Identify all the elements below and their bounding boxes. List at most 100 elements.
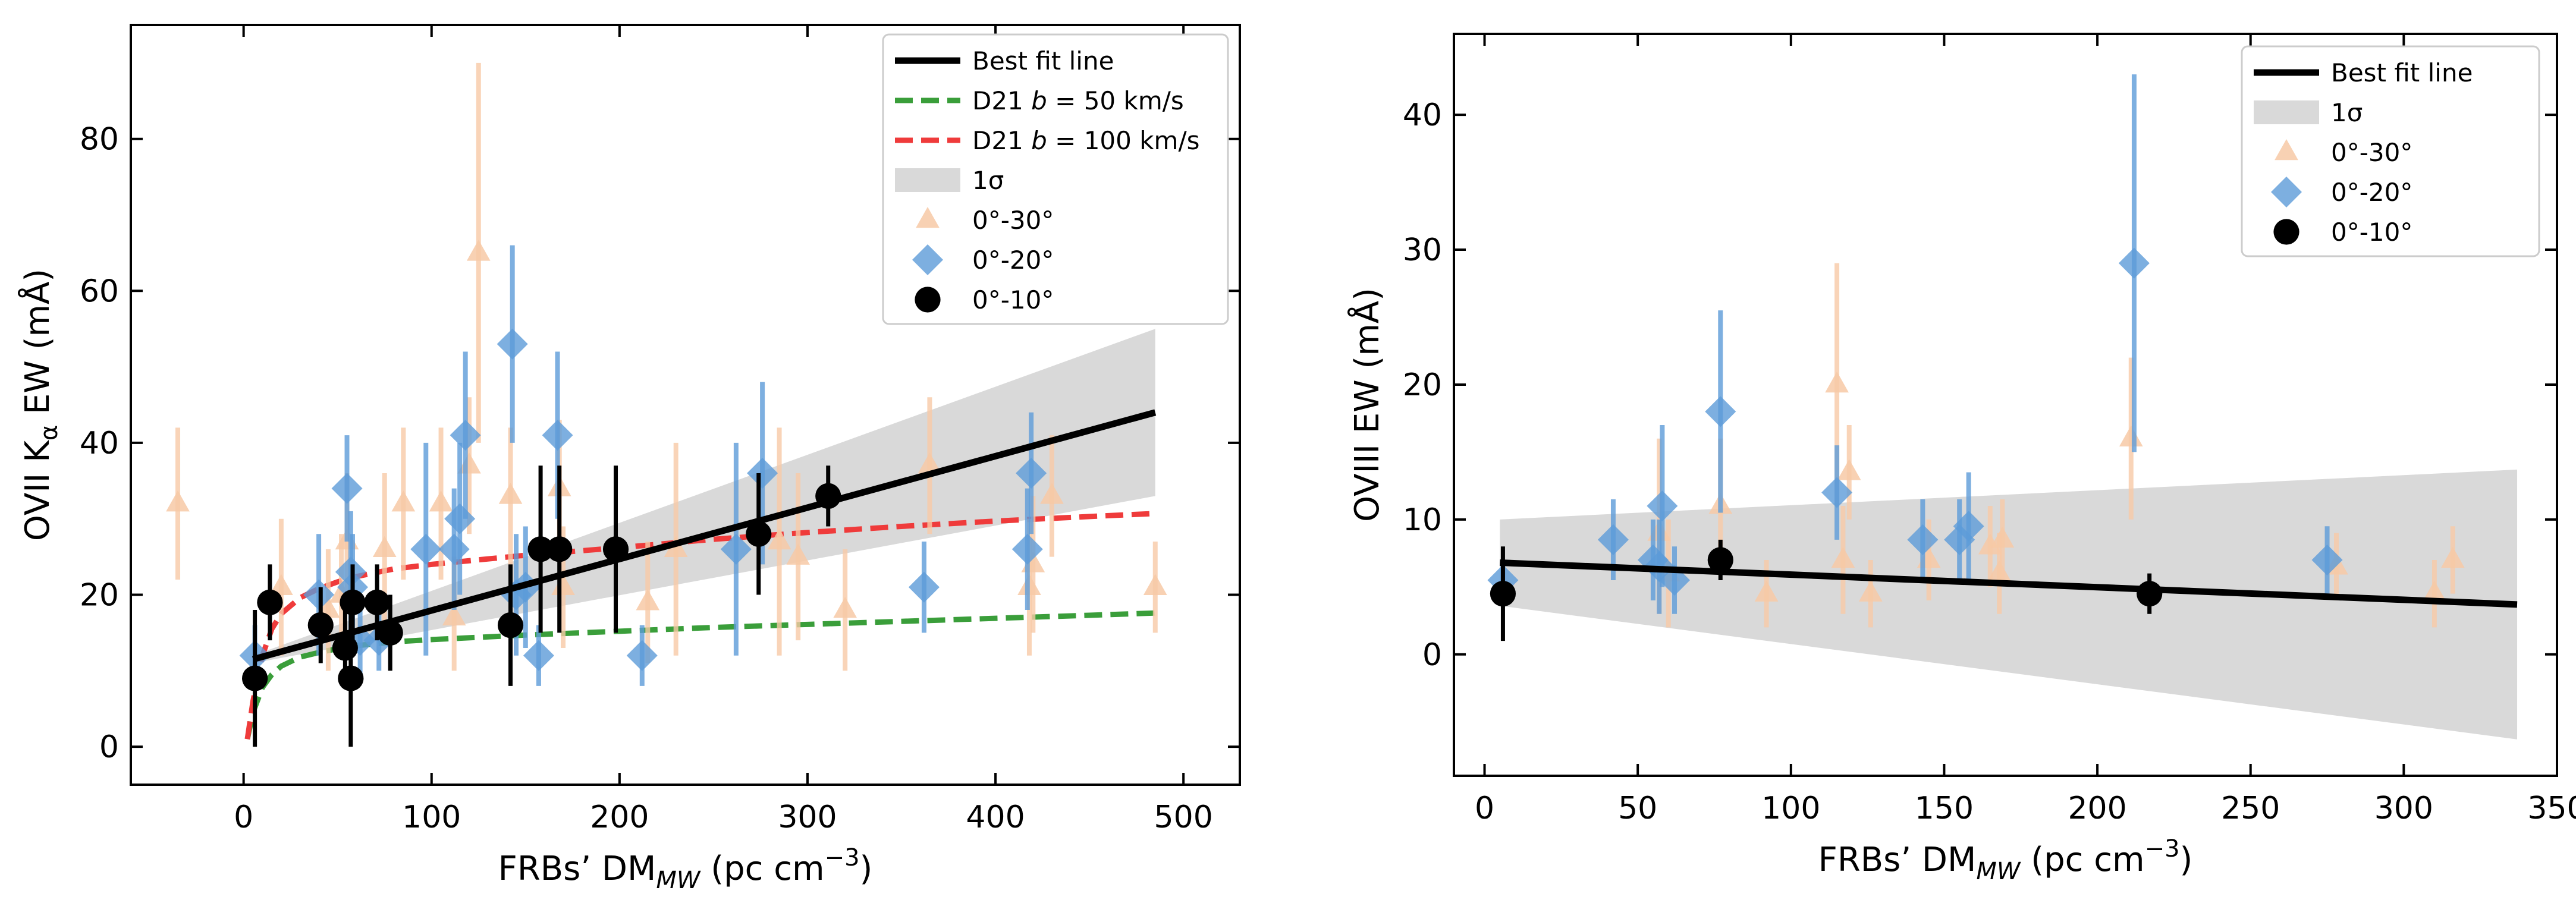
diamond-point bbox=[1705, 396, 1736, 427]
diamond-point bbox=[626, 640, 658, 671]
y-tick-label: 10 bbox=[1403, 502, 1442, 538]
right-chart-panel: 0 50 100 150 200 250 300 350 0 10 20 30 40 FRBs’ DMMW… bbox=[1347, 33, 2576, 885]
tri-point bbox=[636, 589, 660, 611]
diamond-point bbox=[1953, 511, 1984, 542]
x-axis-label: FRBs’ DMMW (pc cm−3) bbox=[498, 844, 873, 894]
legend-diamond-handle bbox=[912, 244, 943, 275]
plot-area bbox=[1487, 74, 2518, 740]
legend-diamond-handle bbox=[2271, 177, 2302, 207]
x-tick-label: 400 bbox=[966, 800, 1025, 835]
diamond-point bbox=[497, 328, 528, 360]
legend-tri-handle bbox=[916, 206, 940, 228]
tri-point bbox=[1831, 546, 1855, 568]
legend: Best fit line 1σ 0°-30° 0°-20° 0°-10° bbox=[2241, 45, 2540, 257]
circle-point bbox=[497, 612, 524, 638]
diamond-point bbox=[410, 533, 442, 565]
y-axis-label: OVIII EW (mÅ) bbox=[1347, 288, 1387, 522]
tri-point bbox=[498, 483, 523, 504]
x-tick-label: 200 bbox=[590, 800, 649, 835]
circle-point bbox=[307, 612, 334, 638]
tri-point bbox=[1143, 574, 1167, 595]
ticks: 0 100 200 300 400 500 0 20 40 60 80 bbox=[80, 25, 1240, 835]
tri-point bbox=[786, 543, 811, 565]
circle-point bbox=[338, 665, 364, 691]
legend-label: 0°-10° bbox=[2331, 218, 2412, 247]
diamond-point bbox=[450, 420, 481, 451]
diamond-point bbox=[523, 640, 554, 671]
x-tick-label: 150 bbox=[1915, 791, 1974, 826]
x-tick-label: 500 bbox=[1154, 800, 1213, 835]
diamond-point bbox=[1597, 524, 1629, 555]
tri-point bbox=[833, 597, 857, 618]
tri-point bbox=[442, 604, 466, 626]
circle-point bbox=[364, 589, 390, 615]
diamond-point bbox=[2311, 544, 2343, 575]
diamond-point bbox=[1907, 524, 1939, 555]
x-tick-label: 50 bbox=[1618, 791, 1657, 826]
tri-point bbox=[2440, 546, 2465, 568]
legend-label: 0°-30° bbox=[972, 206, 1054, 235]
legend-label: 0°-20° bbox=[2331, 178, 2412, 207]
legend-label: D21 b = 100 km/s bbox=[972, 126, 1200, 155]
y-tick-label: 40 bbox=[1403, 97, 1442, 133]
circle-point bbox=[546, 536, 573, 562]
y-tick-label: 80 bbox=[80, 122, 119, 158]
legend-label: 1σ bbox=[972, 166, 1004, 195]
ticks: 0 50 100 150 200 250 300 350 0 10 20 30 40 bbox=[1403, 34, 2576, 826]
axes-frame bbox=[130, 24, 1241, 786]
diamond-point bbox=[331, 473, 363, 504]
left-chart-panel: 0 100 200 300 400 500 0 20 40 60 80 FRBs’ DMMW (pc … bbox=[18, 24, 1241, 894]
y-tick-label: 30 bbox=[1403, 232, 1442, 268]
x-tick-label: 300 bbox=[2374, 791, 2433, 826]
x-tick-label: 300 bbox=[778, 800, 837, 835]
diamond-point bbox=[542, 420, 573, 451]
tri-point bbox=[1837, 459, 1861, 480]
tri-point bbox=[466, 240, 491, 261]
best-fit-line bbox=[1500, 559, 2518, 608]
legend-label: Best fit line bbox=[2331, 58, 2473, 87]
legend-label: Best fit line bbox=[972, 46, 1114, 75]
sigma-band bbox=[1500, 469, 2518, 740]
x-tick-label: 100 bbox=[1761, 791, 1820, 826]
legend-box bbox=[2241, 45, 2540, 257]
legend-label: 0°-10° bbox=[972, 285, 1054, 314]
tri-point bbox=[1754, 580, 1779, 602]
tri-point bbox=[2119, 425, 2143, 446]
circle-point bbox=[527, 536, 554, 562]
diamond-point bbox=[1821, 477, 1853, 508]
diamond-point bbox=[1647, 490, 1678, 522]
diamond-point bbox=[720, 533, 752, 565]
legend-label: D21 b = 50 km/s bbox=[972, 86, 1184, 115]
diamond-point bbox=[908, 571, 940, 603]
y-tick-label: 20 bbox=[1403, 367, 1442, 403]
y-tick-label: 20 bbox=[80, 578, 119, 613]
legend-box bbox=[882, 33, 1229, 325]
legend-label: 0°-30° bbox=[2331, 138, 2412, 167]
y-tick-label: 60 bbox=[80, 273, 119, 309]
tri-point bbox=[1825, 371, 1849, 393]
circle-point bbox=[257, 589, 283, 615]
x-tick-label: 0 bbox=[1475, 791, 1494, 826]
diamond-point bbox=[747, 458, 778, 489]
x-tick-label: 250 bbox=[2221, 791, 2280, 826]
tri-point bbox=[2423, 580, 2446, 602]
y-tick-label: 40 bbox=[80, 426, 119, 461]
diamond-point bbox=[1011, 533, 1043, 565]
legend-label: 1σ bbox=[2331, 98, 2363, 127]
legend: Best fit line D21 b = 50 km/s D21 b = 100 … bbox=[882, 33, 1229, 325]
diamond-point bbox=[2118, 247, 2150, 279]
legend-circle-handle bbox=[915, 287, 941, 313]
circle-point bbox=[340, 589, 366, 615]
y-axis-label: OVII Kα EW (mÅ) bbox=[18, 269, 63, 541]
tri-point bbox=[551, 574, 575, 595]
tri-point bbox=[918, 452, 942, 474]
tri-point bbox=[1978, 533, 2002, 555]
tri-point bbox=[1858, 580, 1883, 602]
series-circle bbox=[242, 465, 841, 747]
y-tick-label: 0 bbox=[1422, 637, 1442, 673]
axes-frame bbox=[1453, 33, 2558, 777]
circle-point bbox=[2137, 581, 2163, 607]
legend-tri-handle bbox=[2275, 139, 2298, 161]
legend-patch-handle bbox=[2254, 100, 2319, 124]
